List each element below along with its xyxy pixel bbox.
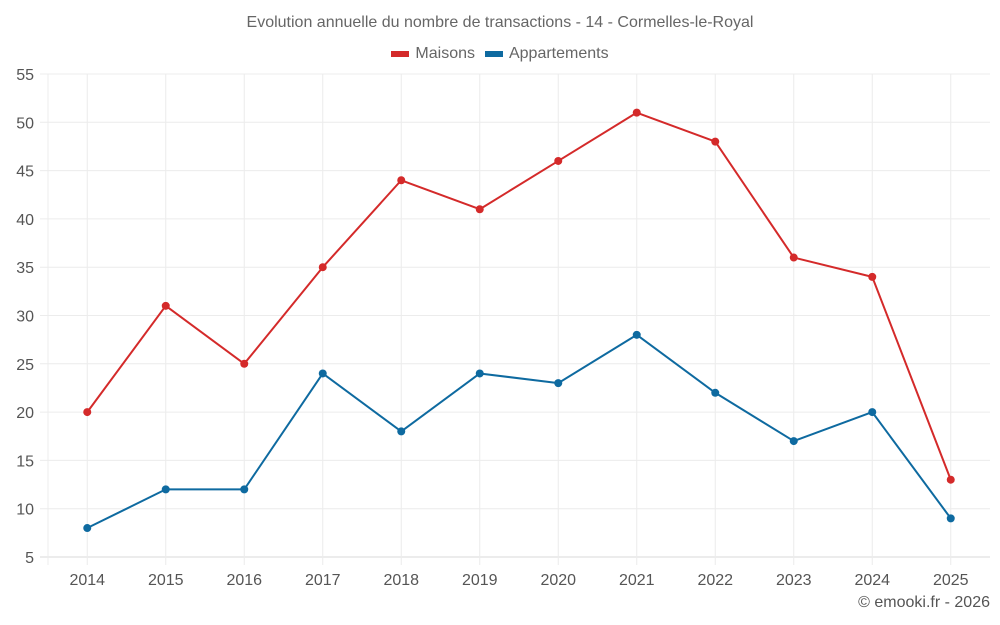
x-tick-label: 2021	[619, 572, 655, 589]
series-maisons	[83, 108, 955, 484]
y-tick-label: 20	[16, 405, 34, 422]
y-tick-label: 40	[16, 212, 34, 229]
y-tick-label: 15	[16, 453, 34, 470]
series-line-appartements	[86, 333, 952, 529]
legend-swatch-appartements	[484, 51, 503, 57]
data-point-maisons[interactable]	[397, 176, 406, 185]
x-axis: 2014 2015 2016 2017 2018 2019 2020 2021 2022 2023…	[69, 572, 968, 589]
x-tick-label: 2019	[462, 572, 498, 589]
data-point-appartements[interactable]	[161, 485, 170, 494]
legend-item-maisons[interactable]: Maisons	[391, 45, 475, 63]
data-point-maisons[interactable]	[318, 263, 327, 272]
series-appartements	[83, 330, 955, 533]
x-tick-label: 2017	[305, 572, 341, 589]
y-axis: 5 10 15 20 25 30 35 40 45 50 55	[16, 67, 34, 567]
y-tick-label: 45	[16, 164, 34, 181]
legend-label-appartements: Appartements	[508, 45, 609, 62]
x-tick-label: 2015	[148, 572, 184, 589]
legend-item-appartements[interactable]: Appartements	[484, 45, 609, 63]
data-point-appartements[interactable]	[83, 524, 92, 533]
grid	[40, 73, 990, 565]
data-point-maisons[interactable]	[632, 108, 641, 117]
y-tick-label: 35	[16, 260, 34, 277]
y-tick-label: 25	[16, 357, 34, 374]
y-tick-label: 5	[25, 550, 34, 567]
data-point-appartements[interactable]	[318, 369, 327, 378]
y-tick-label: 30	[16, 309, 34, 326]
legend-label-maisons: Maisons	[415, 45, 475, 62]
x-tick-label: 2016	[226, 572, 262, 589]
data-point-appartements[interactable]	[789, 437, 798, 446]
data-point-appartements[interactable]	[240, 485, 249, 494]
x-tick-label: 2018	[383, 572, 419, 589]
x-tick-label: 2014	[69, 572, 105, 589]
data-point-appartements[interactable]	[946, 514, 955, 523]
data-point-maisons[interactable]	[554, 156, 563, 165]
y-tick-label: 55	[16, 67, 34, 84]
series-group	[83, 108, 955, 533]
data-point-maisons[interactable]	[711, 137, 720, 146]
data-point-maisons[interactable]	[946, 475, 955, 484]
x-tick-label: 2022	[697, 572, 733, 589]
series-line-maisons	[86, 111, 952, 481]
data-point-maisons[interactable]	[83, 408, 92, 417]
legend: Maisons Appartements	[0, 45, 1000, 63]
data-point-appartements[interactable]	[397, 427, 406, 436]
x-tick-label: 2020	[540, 572, 576, 589]
data-point-maisons[interactable]	[161, 301, 170, 310]
x-tick-label: 2025	[933, 572, 969, 589]
data-point-maisons[interactable]	[240, 359, 249, 368]
data-point-appartements[interactable]	[475, 369, 484, 378]
data-point-appartements[interactable]	[632, 330, 641, 339]
chart-title: Evolution annuelle du nombre de transact…	[246, 14, 754, 31]
data-point-maisons[interactable]	[868, 272, 877, 281]
y-tick-label: 10	[16, 502, 34, 519]
data-point-appartements[interactable]	[868, 408, 877, 417]
x-tick-label: 2024	[854, 572, 890, 589]
data-point-appartements[interactable]	[711, 388, 720, 397]
data-point-maisons[interactable]	[475, 205, 484, 214]
data-point-maisons[interactable]	[789, 253, 798, 262]
y-tick-label: 50	[16, 115, 34, 132]
legend-swatch-maisons	[391, 51, 410, 57]
x-tick-label: 2023	[776, 572, 812, 589]
data-point-appartements[interactable]	[554, 379, 563, 388]
credit-text: © emooki.fr - 2026	[858, 594, 990, 611]
